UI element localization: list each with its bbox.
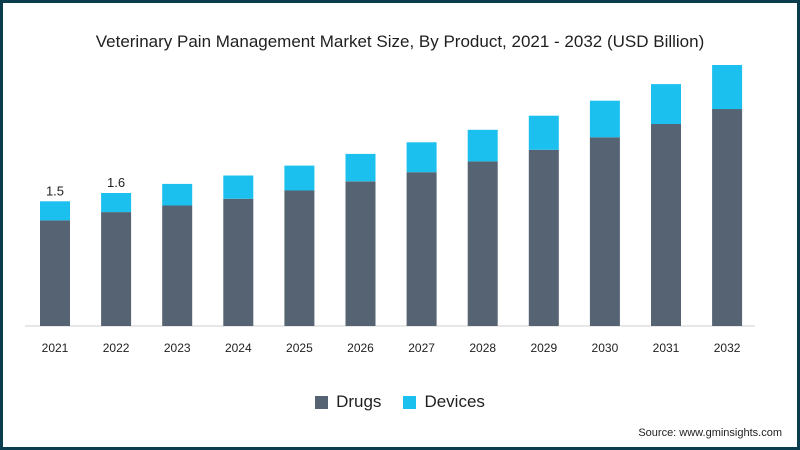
bar-drugs-2025 xyxy=(284,190,315,326)
x-tick-label-2031: 2031 xyxy=(653,341,680,355)
bar-devices-2023 xyxy=(162,183,193,206)
bar-devices-2027 xyxy=(406,142,437,173)
data-label-2022: 1.6 xyxy=(107,175,125,190)
data-labels: 1.5 1.6 xyxy=(46,175,125,198)
legend-item-devices: Devices xyxy=(403,392,485,412)
bar-drugs-2021 xyxy=(40,220,70,326)
x-tick-label-2023: 2023 xyxy=(164,341,191,355)
bar-devices-2030 xyxy=(589,100,620,138)
bar-drugs-2032 xyxy=(712,109,743,326)
chart-title: Veterinary Pain Management Market Size, … xyxy=(95,32,705,51)
bar-devices-2028 xyxy=(467,129,498,162)
bar-drugs-2031 xyxy=(651,124,681,326)
bar-devices-2025 xyxy=(284,165,315,191)
x-tick-labels: 2021 2022 2023 2024 2025 2026 2027 2028 2029 2030… xyxy=(42,341,741,355)
data-label-2021: 1.5 xyxy=(46,183,64,198)
bar-drugs-2022 xyxy=(101,212,132,326)
x-tick-label-2026: 2026 xyxy=(347,341,374,355)
x-tick-label-2022: 2022 xyxy=(103,341,130,355)
legend: Drugs Devices xyxy=(0,392,800,412)
legend-swatch-devices xyxy=(403,395,417,409)
x-tick-label-2024: 2024 xyxy=(225,341,252,355)
bar-devices-2022 xyxy=(101,193,132,213)
bar-drugs-2029 xyxy=(528,149,559,326)
bar-devices-2032 xyxy=(712,65,743,110)
legend-label-drugs: Drugs xyxy=(336,392,382,411)
x-tick-label-2028: 2028 xyxy=(469,341,496,355)
bar-drugs-2023 xyxy=(162,205,193,326)
bar-drugs-2026 xyxy=(345,181,376,326)
bar-devices-2031 xyxy=(651,84,681,124)
legend-label-devices: Devices xyxy=(424,392,485,411)
x-tick-label-2027: 2027 xyxy=(408,341,435,355)
bar-devices-2024 xyxy=(223,175,254,199)
bar-drugs-2027 xyxy=(406,172,437,326)
x-tick-label-2025: 2025 xyxy=(286,341,313,355)
legend-item-drugs: Drugs xyxy=(315,392,381,412)
bar-drugs-2030 xyxy=(589,137,620,326)
x-tick-label-2032: 2032 xyxy=(714,341,741,355)
bar-devices-2026 xyxy=(345,153,376,182)
bars-group xyxy=(40,65,743,326)
x-tick-label-2021: 2021 xyxy=(42,341,69,355)
legend-swatch-drugs xyxy=(315,395,329,409)
bar-drugs-2028 xyxy=(467,161,498,326)
bar-drugs-2024 xyxy=(223,198,254,326)
x-tick-label-2029: 2029 xyxy=(530,341,557,355)
bar-devices-2029 xyxy=(528,115,559,150)
x-tick-label-2030: 2030 xyxy=(592,341,619,355)
bar-devices-2021 xyxy=(40,201,70,221)
source-note: Source: www.gminsights.com xyxy=(638,427,782,439)
